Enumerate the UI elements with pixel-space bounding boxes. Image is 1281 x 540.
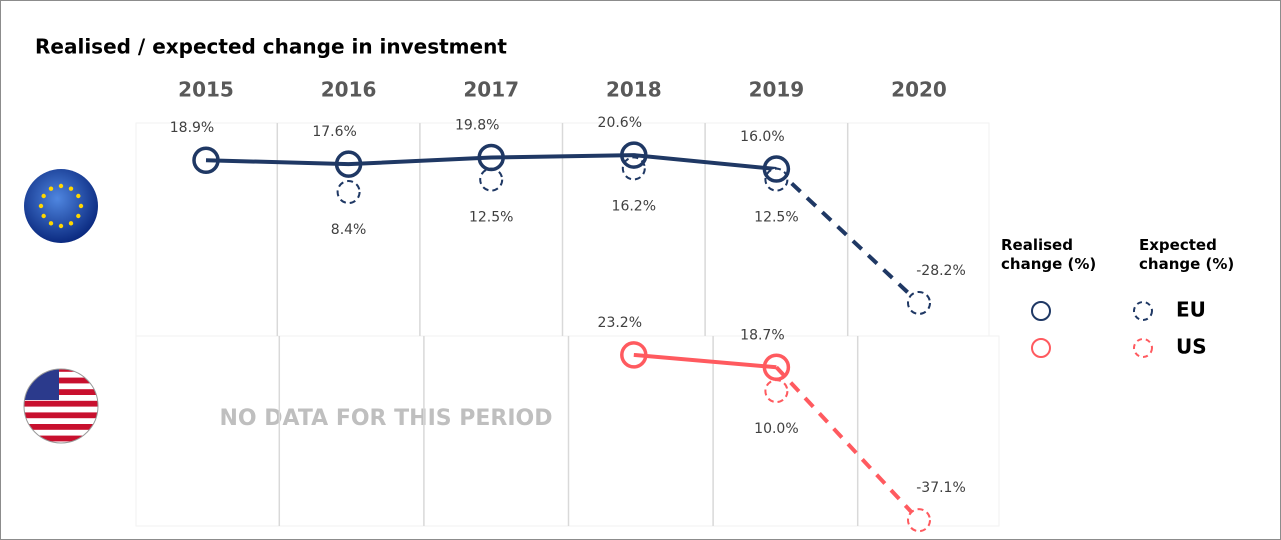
stripe: [24, 400, 98, 407]
star: [41, 213, 46, 219]
stripe: [24, 369, 98, 372]
stripe: [24, 424, 98, 430]
data-label: 10.0%: [754, 421, 798, 437]
us-panel: [135, 335, 1000, 527]
expected-marker: [336, 180, 361, 205]
data-label: 12.5%: [469, 210, 513, 226]
star: [38, 203, 44, 209]
data-label: 19.8%: [455, 118, 499, 134]
x-tick-label: 2015: [178, 78, 234, 102]
stripe: [24, 377, 98, 384]
data-label: 12.5%: [754, 210, 798, 226]
data-label: 20.6%: [598, 115, 642, 131]
data-label: -37.1%: [916, 480, 966, 496]
eu-stars: [38, 183, 84, 229]
x-tick-label: 2017: [463, 78, 519, 102]
star: [78, 203, 84, 209]
realised-marker: [620, 341, 648, 369]
star: [58, 183, 64, 189]
eu-flag-disc: [24, 169, 98, 243]
stripe: [24, 435, 98, 442]
star: [58, 223, 64, 229]
realised-marker: [477, 143, 505, 172]
legend-expected: [1133, 301, 1153, 321]
data-label: -28.2%: [916, 263, 966, 279]
realised-marker: [620, 141, 648, 169]
annotation: NO DATA FOR THIS PERIOD: [219, 406, 552, 431]
legend-label: US: [1176, 335, 1207, 359]
data-label: 16.0%: [740, 129, 784, 145]
star: [41, 193, 46, 199]
legend-expected: [1133, 338, 1153, 358]
legend-header: Realised change (%): [1001, 236, 1097, 273]
us-flag-rim: [23, 368, 99, 444]
data-label: 18.9%: [170, 120, 214, 136]
realised-marker: [192, 146, 220, 174]
us-flag: [24, 369, 98, 443]
expected-marker: [907, 290, 931, 315]
x-tick-label: 2018: [606, 78, 662, 102]
star: [68, 221, 74, 226]
star: [76, 213, 81, 219]
us-canton: [24, 369, 59, 400]
x-tick-label: 2020: [891, 78, 947, 102]
data-label: 16.2%: [612, 198, 656, 214]
realised-line: [633, 352, 777, 370]
chart-title: Realised / expected change in investment: [35, 35, 507, 59]
legend-realised: [1031, 301, 1051, 321]
data-label: 8.4%: [331, 222, 367, 238]
realised-line: [205, 153, 777, 172]
realised-marker: [762, 353, 791, 382]
star: [48, 221, 54, 226]
data-label: 17.6%: [312, 124, 356, 140]
legend-label: EU: [1176, 298, 1206, 322]
us-stripes: [24, 369, 98, 442]
star: [48, 186, 54, 191]
realised-marker: [334, 150, 363, 178]
realised-marker: [762, 155, 791, 183]
expected-line: [775, 167, 921, 305]
expected-marker: [907, 508, 931, 533]
data-label: 23.2%: [598, 315, 642, 331]
legend-realised: [1031, 338, 1051, 358]
legend-header: Expected change (%): [1139, 236, 1235, 273]
expected-marker: [479, 167, 504, 192]
stripe: [24, 389, 98, 395]
star: [68, 186, 74, 191]
x-tick-label: 2019: [749, 78, 805, 102]
x-tick-label: 2016: [321, 78, 377, 102]
expected-line: [774, 365, 921, 522]
data-label: 18.7%: [740, 327, 784, 343]
star: [76, 193, 81, 199]
expected-marker: [764, 379, 789, 404]
eu-flag: [24, 169, 98, 243]
stripe: [24, 412, 98, 419]
